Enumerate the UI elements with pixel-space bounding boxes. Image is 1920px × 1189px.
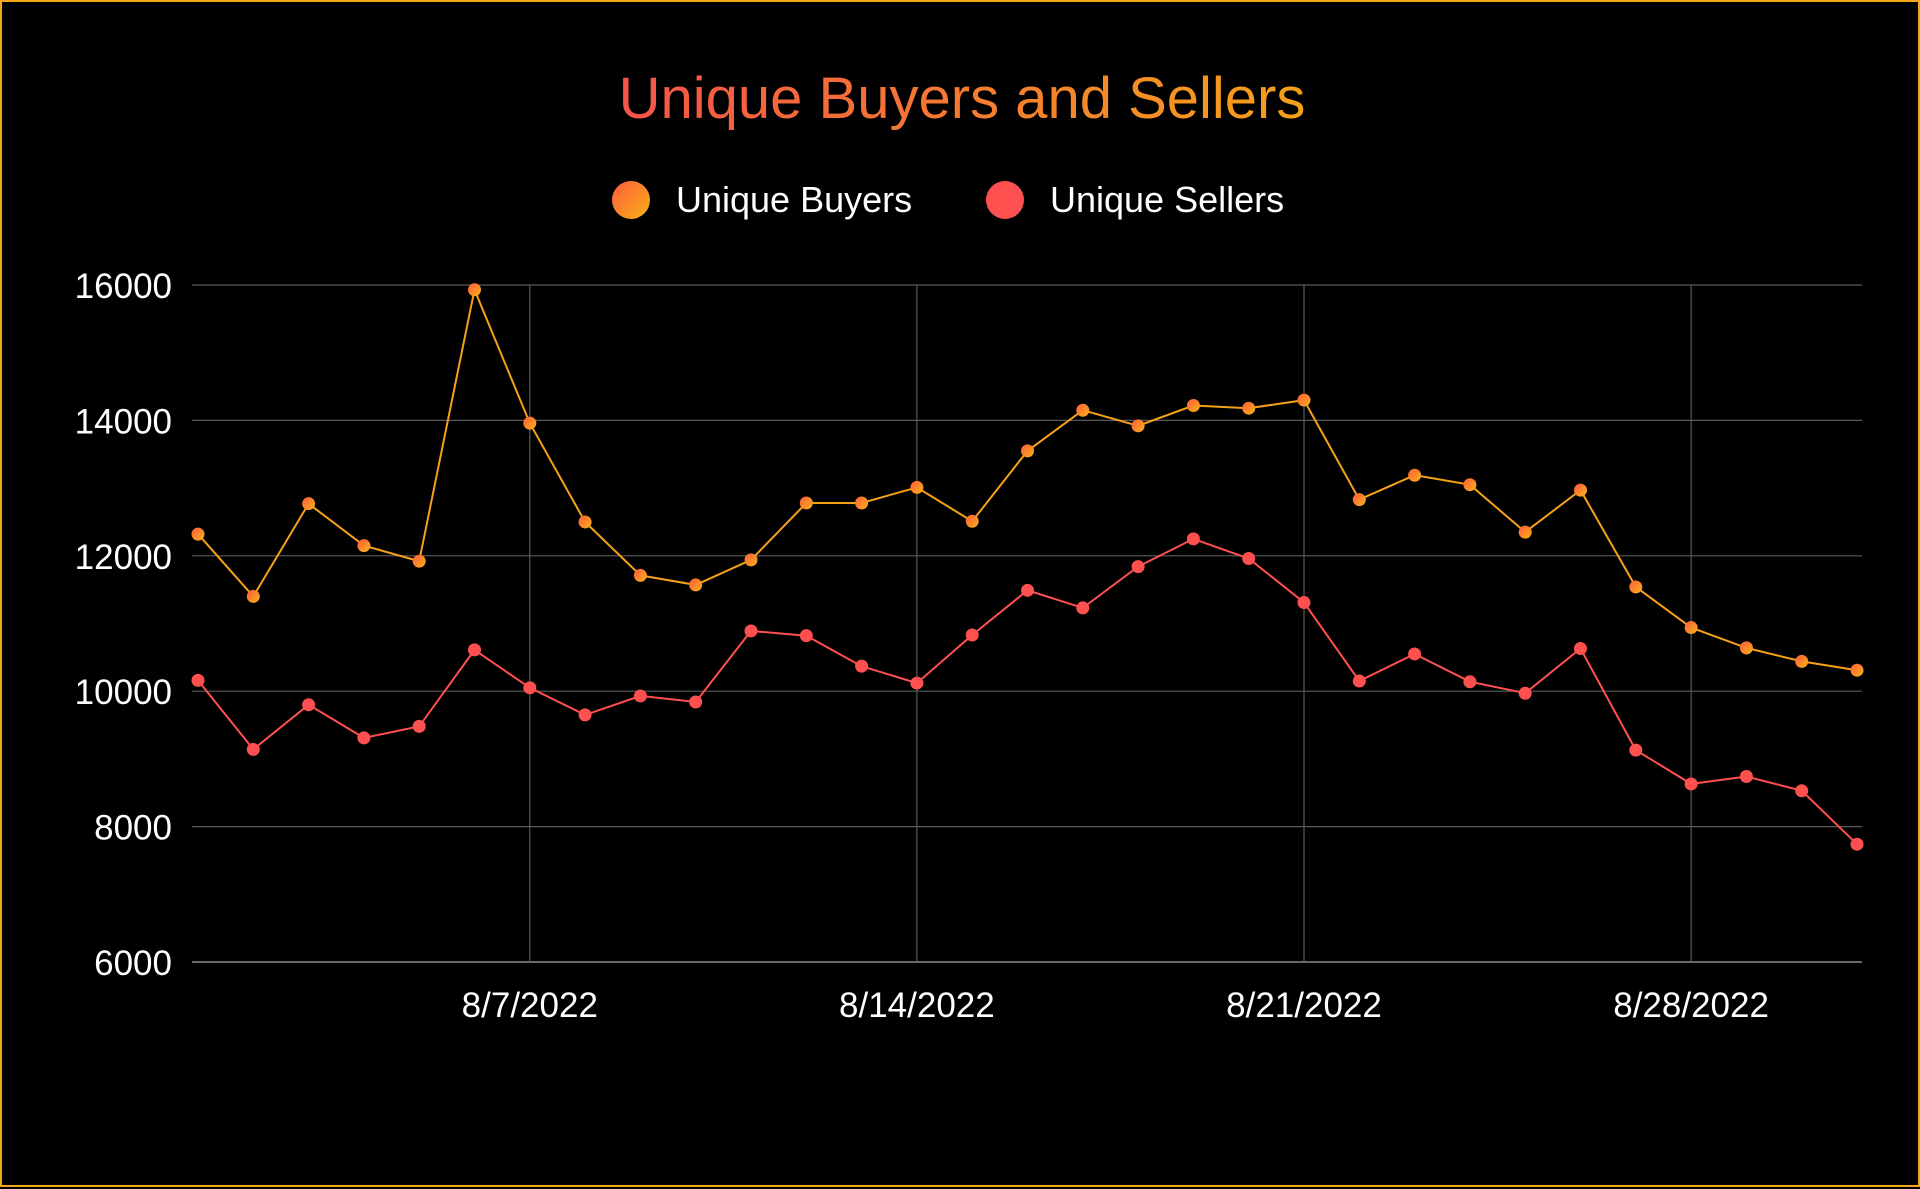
grid — [192, 284, 1862, 963]
y-tick-label: 12000 — [75, 538, 172, 577]
data-point[interactable] — [744, 553, 758, 567]
data-point[interactable] — [357, 539, 371, 553]
data-point[interactable] — [1795, 654, 1809, 668]
data-point[interactable] — [1242, 552, 1256, 566]
data-point[interactable] — [1242, 401, 1256, 415]
y-tick-label: 14000 — [75, 402, 172, 441]
data-point[interactable] — [633, 568, 647, 582]
data-point[interactable] — [1021, 444, 1034, 458]
data-point[interactable] — [302, 497, 316, 511]
data-point[interactable] — [744, 624, 758, 638]
data-point[interactable] — [1021, 583, 1034, 597]
y-tick-label: 8000 — [94, 809, 172, 848]
data-point[interactable] — [1518, 525, 1532, 539]
data-point[interactable] — [1684, 621, 1698, 635]
chart-title: Unique Buyers and Sellers — [619, 66, 1306, 131]
y-tick-label: 6000 — [94, 944, 172, 983]
data-point[interactable] — [468, 643, 481, 657]
legend-label-buyers: Unique Buyers — [676, 179, 912, 220]
data-point[interactable] — [246, 589, 260, 603]
data-point[interactable] — [1131, 419, 1145, 433]
data-point[interactable] — [1518, 686, 1532, 700]
data-point[interactable] — [1131, 560, 1145, 574]
data-point[interactable] — [689, 695, 703, 709]
data-point[interactable] — [246, 742, 260, 756]
y-tick-label: 10000 — [75, 673, 172, 712]
data-point[interactable] — [1850, 837, 1864, 851]
data-point[interactable] — [1408, 468, 1422, 482]
data-point[interactable] — [965, 628, 979, 642]
data-point[interactable] — [1186, 532, 1200, 546]
series-unique-buyers — [191, 283, 1864, 677]
data-point[interactable] — [1186, 399, 1200, 413]
data-point[interactable] — [523, 416, 537, 430]
data-point[interactable] — [965, 514, 979, 528]
x-tick-label: 8/28/2022 — [1613, 986, 1769, 1025]
series-unique-sellers — [191, 532, 1864, 851]
data-point[interactable] — [191, 673, 205, 687]
data-point[interactable] — [1297, 596, 1311, 610]
data-point[interactable] — [412, 719, 426, 733]
data-point[interactable] — [1739, 770, 1753, 784]
data-point[interactable] — [578, 515, 592, 529]
data-point[interactable] — [855, 496, 869, 510]
data-point[interactable] — [578, 708, 592, 722]
data-point[interactable] — [1076, 403, 1090, 417]
data-point[interactable] — [689, 578, 703, 592]
data-point[interactable] — [1463, 478, 1477, 492]
data-point[interactable] — [1297, 393, 1311, 407]
legend: Unique Buyers Unique Sellers — [612, 179, 1284, 220]
data-point[interactable] — [191, 527, 205, 541]
data-point[interactable] — [633, 689, 647, 703]
data-point[interactable] — [1352, 674, 1366, 688]
data-point[interactable] — [1352, 493, 1366, 507]
data-point[interactable] — [855, 659, 869, 673]
legend-item-sellers[interactable]: Unique Sellers — [986, 179, 1284, 220]
data-point[interactable] — [1574, 642, 1587, 656]
data-point[interactable] — [1408, 647, 1422, 661]
data-point[interactable] — [799, 629, 813, 643]
data-point[interactable] — [412, 554, 426, 568]
data-point[interactable] — [1739, 641, 1753, 655]
legend-marker-sellers — [986, 181, 1024, 219]
y-tick-label: 16000 — [75, 267, 172, 306]
data-point[interactable] — [1574, 483, 1587, 497]
y-axis: 6000 8000 10000 12000 14000 16000 — [75, 267, 172, 983]
legend-label-sellers: Unique Sellers — [1050, 179, 1284, 220]
data-point[interactable] — [1850, 663, 1864, 677]
series-layer — [191, 283, 1864, 851]
legend-item-buyers[interactable]: Unique Buyers — [612, 179, 912, 220]
series-line — [197, 286, 1858, 672]
data-point[interactable] — [799, 496, 813, 510]
data-point[interactable] — [1629, 580, 1643, 594]
legend-marker-buyers — [612, 181, 650, 219]
data-point[interactable] — [1795, 784, 1809, 798]
data-point[interactable] — [1629, 743, 1643, 757]
data-point[interactable] — [523, 681, 537, 695]
data-point[interactable] — [468, 283, 481, 297]
data-point[interactable] — [302, 698, 316, 712]
x-tick-label: 8/14/2022 — [839, 986, 995, 1025]
data-point[interactable] — [910, 676, 924, 690]
x-tick-label: 8/7/2022 — [462, 986, 598, 1025]
data-point[interactable] — [1463, 675, 1477, 689]
x-tick-label: 8/21/2022 — [1226, 986, 1382, 1025]
x-axis: 8/7/2022 8/14/2022 8/21/2022 8/28/2022 — [462, 986, 1769, 1025]
data-point[interactable] — [357, 731, 371, 745]
data-point[interactable] — [1076, 601, 1090, 615]
data-point[interactable] — [1684, 777, 1698, 791]
data-point[interactable] — [910, 480, 924, 494]
